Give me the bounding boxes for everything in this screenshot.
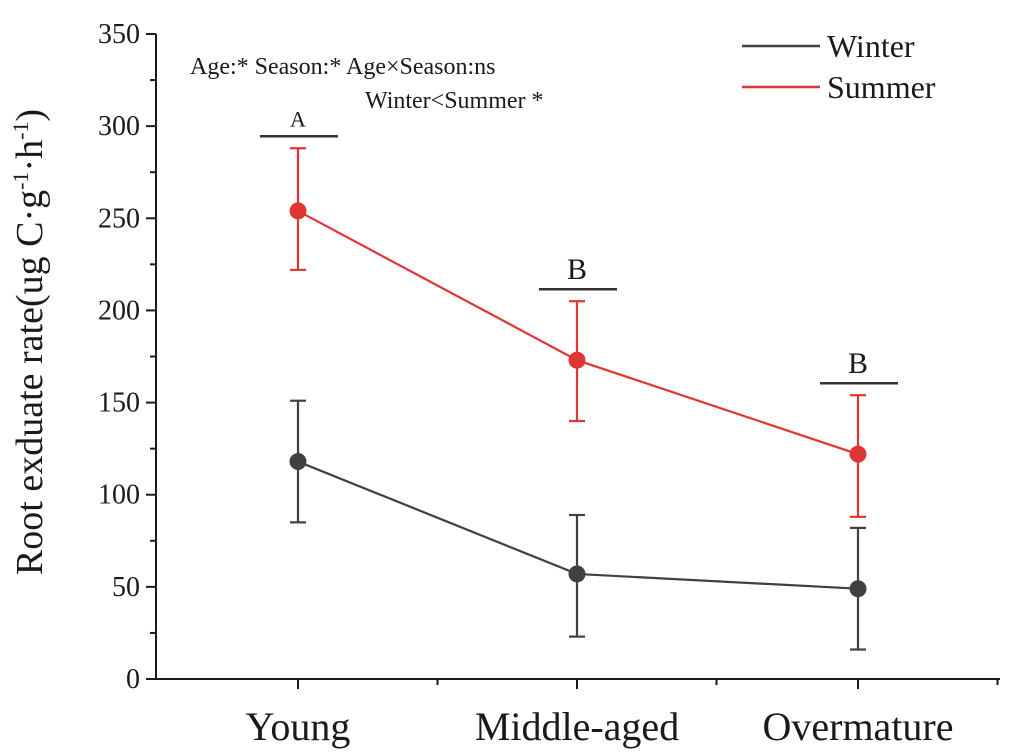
- data-point: [290, 202, 307, 219]
- data-point: [290, 453, 307, 470]
- y-tick-label: 200: [98, 295, 140, 326]
- y-axis-label: Root exduate rate(ug C·g-1·h-1): [8, 109, 51, 575]
- data-point: [850, 580, 867, 597]
- y-tick-label: 50: [112, 572, 140, 603]
- group-letter: B: [848, 347, 868, 380]
- stats-annotation-line2: Winter<Summer *: [365, 88, 544, 114]
- legend-label: Summer: [827, 69, 936, 105]
- group-letter: A: [290, 106, 306, 131]
- stats-annotation-line1: Age:* Season:* Age×Season:ns: [190, 54, 496, 80]
- legend-label: Winter: [827, 28, 915, 64]
- series-layer: [290, 148, 867, 649]
- y-tick-label: 300: [98, 111, 140, 142]
- group-letters: A B B: [260, 106, 898, 383]
- group-letter: B: [567, 253, 587, 286]
- data-point: [850, 446, 867, 463]
- x-category-label: Young: [246, 704, 351, 749]
- y-tick-label: 250: [98, 203, 140, 234]
- data-point: [569, 352, 586, 369]
- y-tick-label: 0: [126, 664, 140, 695]
- x-ticks: Young Middle-aged Overmature: [246, 679, 998, 749]
- data-point: [569, 565, 586, 582]
- series-summer: [290, 148, 867, 517]
- y-tick-label: 150: [98, 388, 140, 419]
- legend: Winter Summer: [742, 28, 936, 105]
- x-category-label: Middle-aged: [475, 704, 679, 749]
- y-tick-label: 350: [98, 19, 140, 50]
- series-winter: [290, 401, 867, 650]
- y-ticks: 0 50 100 150 200 250 300 350: [98, 19, 156, 695]
- x-category-label: Overmature: [762, 704, 953, 749]
- line-chart: Root exduate rate(ug C·g-1·h-1) 0 50 100 15…: [0, 0, 1021, 755]
- y-tick-label: 100: [98, 480, 140, 511]
